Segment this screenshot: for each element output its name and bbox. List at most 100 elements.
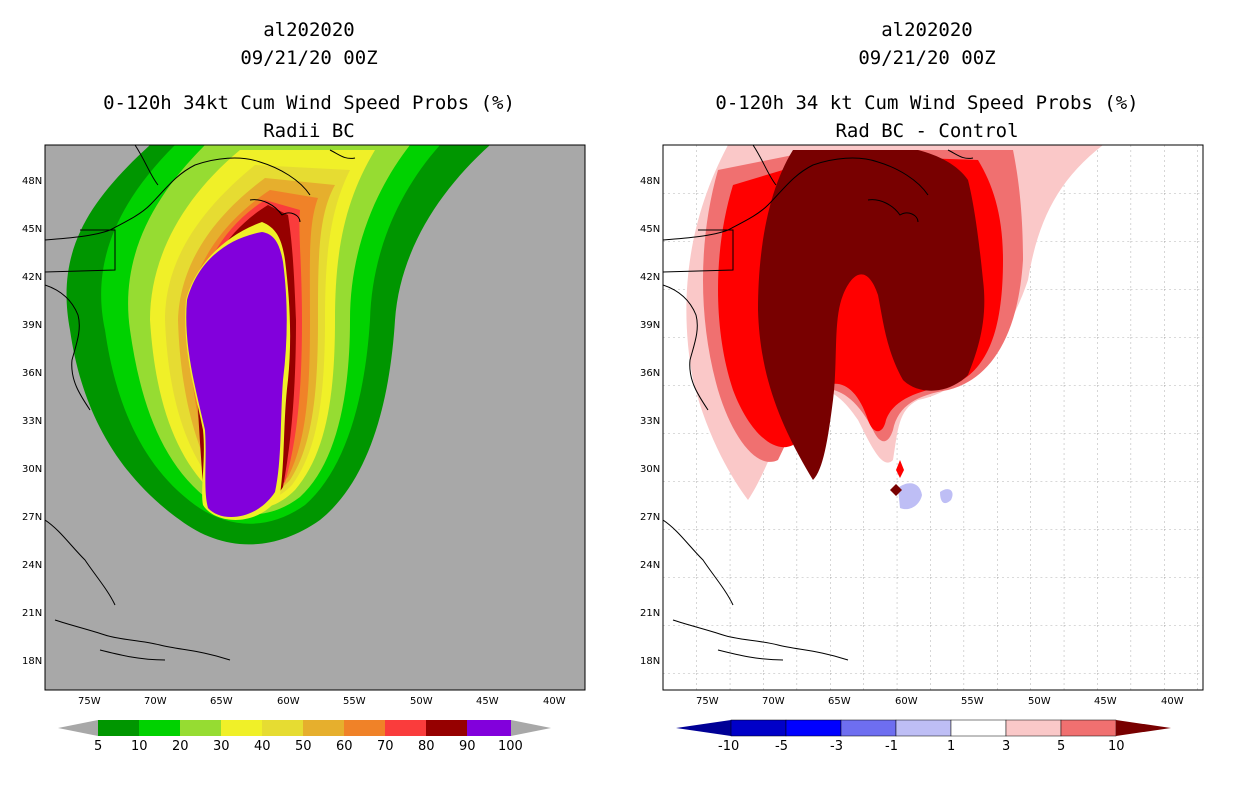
right-colorbar-swatch xyxy=(1060,719,1117,737)
right-colorbar-swatch xyxy=(895,719,952,737)
left-colorbar-swatch xyxy=(98,720,139,736)
left-colorbar-swatch xyxy=(385,720,426,736)
right-lon-axis: 75W 70W 65W 60W 55W 50W 45W 40W xyxy=(696,696,1184,707)
right-lat-label: 24N xyxy=(640,560,660,571)
right-map-frame xyxy=(662,144,1204,691)
left-lat-axis: 48N 45N 42N 39N 36N 33N 30N 27N 24N 21N … xyxy=(22,176,42,667)
left-colorbar-high-arrow xyxy=(511,720,551,736)
left-colorbar-swatch xyxy=(344,720,385,736)
right-title-product: 0-120h 34 kt Cum Wind Speed Probs (%) xyxy=(715,92,1139,114)
left-panel: al202020 09/21/20 00Z 0-120h 34kt Cum Wi… xyxy=(22,19,586,754)
left-lon-label: 50W xyxy=(410,696,433,707)
right-lat-label: 39N xyxy=(640,320,660,331)
right-lat-axis: 48N 45N 42N 39N 36N 33N 30N 27N 24N 21N … xyxy=(640,176,660,667)
right-colorbar-label: -10 xyxy=(718,739,739,754)
left-lon-label: 60W xyxy=(277,696,300,707)
diff-contour-neg1 xyxy=(898,483,953,510)
left-colorbar-swatch xyxy=(180,720,221,736)
right-lat-label: 33N xyxy=(640,416,660,427)
contour-100 xyxy=(186,232,287,518)
right-lon-label: 60W xyxy=(895,696,918,707)
left-lat-label: 45N xyxy=(22,224,42,235)
right-colorbar-high-arrow xyxy=(1116,720,1171,736)
left-lat-label: 42N xyxy=(22,272,42,283)
left-probability-contours xyxy=(66,145,490,545)
left-lon-label: 55W xyxy=(343,696,366,707)
right-lat-label: 21N xyxy=(640,608,660,619)
left-lon-label: 75W xyxy=(78,696,101,707)
left-lon-label: 65W xyxy=(210,696,233,707)
right-lon-label: 55W xyxy=(961,696,984,707)
left-lon-label: 40W xyxy=(543,696,566,707)
right-colorbar-low-arrow xyxy=(676,720,731,736)
left-map: 48N 45N 42N 39N 36N 33N 30N 27N 24N 21N … xyxy=(22,144,586,754)
left-lat-label: 18N xyxy=(22,656,42,667)
left-lat-label: 48N xyxy=(22,176,42,187)
right-colorbar-label: -5 xyxy=(775,739,788,754)
right-difference-contours xyxy=(686,145,1103,510)
right-map: 48N 45N 42N 39N 36N 33N 30N 27N 24N 21N … xyxy=(640,144,1204,754)
right-lat-label: 27N xyxy=(640,512,660,523)
right-lat-label: 45N xyxy=(640,224,660,235)
left-colorbar-label: 5 xyxy=(94,739,102,754)
right-colorbar-label: -3 xyxy=(830,739,843,754)
right-colorbar-label: 1 xyxy=(947,739,955,754)
left-lat-label: 36N xyxy=(22,368,42,379)
right-lon-label: 45W xyxy=(1094,696,1117,707)
left-colorbar-swatch xyxy=(303,720,344,736)
left-colorbar-label: 20 xyxy=(172,739,189,754)
right-title-storm: al202020 xyxy=(881,19,973,41)
left-coastlines xyxy=(45,145,356,661)
left-colorbar-swatch xyxy=(426,720,467,736)
left-colorbar-label: 80 xyxy=(418,739,435,754)
right-colorbar-swatch xyxy=(840,719,897,737)
left-colorbar-label: 90 xyxy=(459,739,476,754)
left-colorbar-swatch xyxy=(262,720,303,736)
left-lat-label: 30N xyxy=(22,464,42,475)
left-colorbar-swatch xyxy=(467,720,511,736)
left-title-product: 0-120h 34kt Cum Wind Speed Probs (%) xyxy=(103,92,515,114)
left-lat-label: 39N xyxy=(22,320,42,331)
left-title-subtitle: Radii BC xyxy=(263,120,355,142)
right-colorbar-label: 3 xyxy=(1002,739,1010,754)
left-colorbar-label: 10 xyxy=(131,739,148,754)
right-colorbar-swatch xyxy=(785,719,842,737)
right-lat-label: 48N xyxy=(640,176,660,187)
left-colorbar-low-arrow xyxy=(58,720,98,736)
right-lon-label: 65W xyxy=(828,696,851,707)
left-lat-label: 24N xyxy=(22,560,42,571)
right-lon-label: 70W xyxy=(762,696,785,707)
diff-contour-10 xyxy=(758,150,985,480)
right-colorbar-swatch xyxy=(950,719,1007,737)
right-lat-label: 30N xyxy=(640,464,660,475)
left-lon-label: 45W xyxy=(476,696,499,707)
right-colorbar: -10 -5 -3 -1 1 3 5 10 xyxy=(676,719,1171,754)
left-colorbar: 5 10 20 30 40 50 60 70 80 90 100 xyxy=(58,720,551,754)
right-colorbar-label: -1 xyxy=(885,739,898,754)
left-map-frame xyxy=(44,144,586,691)
left-colorbar-label: 100 xyxy=(498,739,523,754)
right-panel: al202020 09/21/20 00Z 0-120h 34 kt Cum W… xyxy=(618,0,1236,800)
left-colorbar-label: 30 xyxy=(213,739,230,754)
right-lon-label: 40W xyxy=(1161,696,1184,707)
left-colorbar-swatch xyxy=(139,720,180,736)
right-lat-label: 42N xyxy=(640,272,660,283)
left-title-storm: al202020 xyxy=(263,19,355,41)
left-colorbar-label: 60 xyxy=(336,739,353,754)
left-lon-label: 70W xyxy=(144,696,167,707)
left-lat-label: 21N xyxy=(22,608,42,619)
left-lon-axis: 75W 70W 65W 60W 55W 50W 45W 40W xyxy=(78,696,566,707)
right-lat-label: 18N xyxy=(640,656,660,667)
left-colorbar-label: 50 xyxy=(295,739,312,754)
left-colorbar-swatch xyxy=(221,720,262,736)
left-lat-label: 33N xyxy=(22,416,42,427)
right-lat-label: 36N xyxy=(640,368,660,379)
right-coastlines xyxy=(663,145,974,661)
right-title-subtitle: Rad BC - Control xyxy=(835,120,1019,142)
left-colorbar-label: 40 xyxy=(254,739,271,754)
right-title-date: 09/21/20 00Z xyxy=(858,47,996,69)
right-colorbar-swatch xyxy=(1005,719,1062,737)
right-lon-label: 75W xyxy=(696,696,719,707)
right-colorbar-label: 10 xyxy=(1108,739,1125,754)
right-colorbar-swatch xyxy=(730,719,787,737)
